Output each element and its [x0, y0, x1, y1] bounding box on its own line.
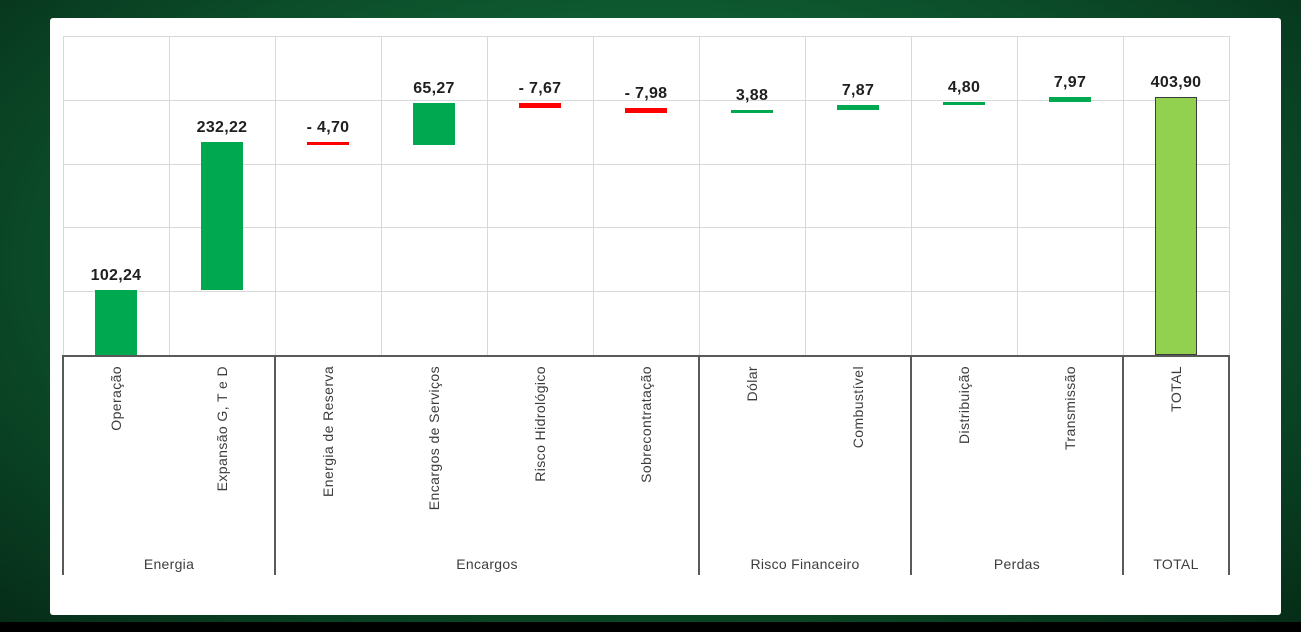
category-label-text: Sobrecontratação: [638, 366, 654, 483]
category-label-text: Encargos de Serviços: [426, 366, 442, 511]
chart-panel: 102,24 Operação 232,22 Expansão G, T e D - 4…: [50, 18, 1281, 615]
category-label: Sobrecontratação: [593, 366, 699, 544]
bar-value-label: 4,80: [947, 79, 981, 97]
group-label: Encargos: [456, 556, 518, 572]
category-label: Energia de Reserva: [275, 366, 381, 544]
category-label: TOTAL: [1123, 366, 1229, 544]
gridline-horizontal: [63, 163, 1229, 165]
bar-sobrecontratacao[interactable]: [625, 107, 667, 113]
category-label-text: Risco Hidrológico: [532, 366, 548, 482]
gridline-vertical: [805, 36, 806, 355]
category-axis-line: [63, 355, 1229, 357]
group-separator: [274, 355, 276, 575]
category-label: Expansão G, T e D: [169, 366, 275, 544]
group-separator: [62, 355, 64, 575]
group-label: Risco Financeiro: [750, 556, 860, 572]
gridline-horizontal: [63, 291, 1229, 293]
bar-value-label: - 7,67: [518, 79, 562, 97]
bar-total[interactable]: [1155, 97, 1197, 355]
category-label-text: Distribuição: [956, 366, 972, 444]
category-label: Combustível: [805, 366, 911, 544]
category-label-text: Dólar: [744, 366, 760, 402]
bar-distribuicao[interactable]: [943, 102, 985, 106]
category-label-text: Expansão G, T e D: [214, 366, 230, 492]
bar-value-label: 7,97: [1053, 74, 1087, 92]
category-label: Transmissão: [1017, 366, 1123, 544]
gridline-vertical: [1123, 36, 1124, 355]
gridline-vertical: [275, 36, 276, 355]
category-label: Distribuição: [911, 366, 1017, 544]
category-label: Dólar: [699, 366, 805, 544]
group-separator: [1228, 355, 1230, 575]
gridline-vertical: [487, 36, 488, 355]
gridline-vertical: [1017, 36, 1018, 355]
category-label: Operação: [63, 366, 169, 544]
bar-value-label: 65,27: [413, 79, 455, 97]
bar-operacao[interactable]: [95, 289, 137, 355]
bar-value-label: 232,22: [196, 118, 248, 136]
group-separator: [910, 355, 912, 575]
group-label: Energia: [143, 556, 195, 572]
gridline-vertical: [1229, 36, 1230, 355]
gridline-horizontal: [63, 36, 1229, 37]
bar-value-label: 102,24: [90, 266, 142, 284]
bar-value-label: - 7,98: [624, 84, 668, 102]
bar-value-label: 3,88: [735, 87, 769, 105]
bar-value-label: - 4,70: [306, 118, 350, 136]
bar-energia-de-reserva[interactable]: [307, 141, 349, 145]
bar-transmissao[interactable]: [1049, 97, 1091, 103]
waterfall-chart: 102,24 Operação 232,22 Expansão G, T e D - 4…: [50, 18, 1281, 615]
bar-combustivel[interactable]: [837, 105, 879, 111]
category-label: Risco Hidrológico: [487, 366, 593, 544]
bar-value-label: 403,90: [1150, 74, 1202, 92]
category-label-text: Transmissão: [1062, 366, 1078, 451]
bar-encargos-de-servicos[interactable]: [413, 102, 455, 145]
group-label: Perdas: [993, 556, 1041, 572]
gridline-vertical: [593, 36, 594, 355]
category-label-text: Operação: [108, 366, 124, 431]
bar-risco-hidrologico[interactable]: [519, 102, 561, 108]
bar-expansao-g-t-e-d[interactable]: [201, 141, 243, 290]
bar-value-label: 7,87: [841, 82, 875, 100]
gridline-vertical: [699, 36, 700, 355]
category-label: Encargos de Serviços: [381, 366, 487, 544]
category-label-text: TOTAL: [1168, 366, 1184, 412]
gridline-horizontal: [63, 99, 1229, 101]
category-label-text: Combustível: [850, 366, 866, 449]
bar-dolar[interactable]: [731, 110, 773, 113]
gridline-vertical: [63, 36, 64, 355]
group-separator: [698, 355, 700, 575]
gridline-vertical: [169, 36, 170, 355]
gridline-horizontal: [63, 227, 1229, 229]
gridline-vertical: [911, 36, 912, 355]
group-label: TOTAL: [1153, 556, 1199, 572]
group-separator: [1122, 355, 1124, 575]
category-label-text: Energia de Reserva: [320, 366, 336, 497]
gridline-vertical: [381, 36, 382, 355]
